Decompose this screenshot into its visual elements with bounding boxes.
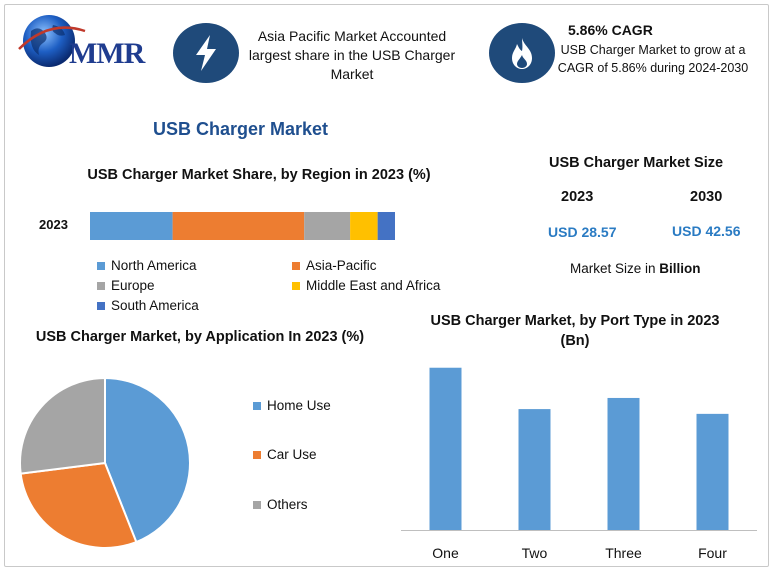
legend-label: North America [111,258,197,273]
legend-swatch [97,301,105,310]
region-legend-item-asia-pacific: Asia-Pacific [292,258,377,273]
region-bar-segment-europe [304,212,351,240]
market-size-note: Market Size in Billion [570,261,701,276]
legend-swatch [292,261,300,270]
info-icon-circle [173,23,239,83]
market-size-title: USB Charger Market Size [549,155,724,171]
region-chart-title: USB Charger Market Share, by Region in 2… [87,167,431,183]
region-legend-item-south-america: South America [97,298,199,313]
market-size-note-unit: Billion [659,261,701,276]
cagr-text: USB Charger Market to grow at a CAGR of … [557,43,749,75]
x-tick-label-four: Four [698,545,727,561]
market-size-value-2030: USD 42.56 [672,223,741,239]
legend-swatch [97,281,105,290]
lightning-bolt-icon [196,35,216,71]
legend-label: South America [111,298,199,313]
legend-swatch [292,281,300,290]
application-legend-item-car-use: Car Use [253,447,317,462]
market-size-value-2023: USD 28.57 [548,224,617,240]
x-tick-label-three: Three [605,545,642,561]
application-pie-chart [19,376,191,549]
port-type-chart-title: USB Charger Market, by Port Type in 2023… [430,313,720,349]
bar-one [429,367,462,530]
legend-label: Europe [111,278,155,293]
cagr-icon-circle [489,23,555,83]
port-type-bar-chart: One Two Three Four [401,367,757,561]
logo-text: MMR [69,37,145,70]
legend-label: Asia-Pacific [306,258,377,273]
region-bar-segment-middle-east-and-africa [350,212,378,240]
page-title: USB Charger Market [153,119,329,139]
bar-two [518,409,551,530]
pie-slice-others [19,376,106,475]
x-tick-label-one: One [432,545,459,561]
info-text-asia-pacific: Asia Pacific Market Accounted largest sh… [248,28,456,82]
market-size-year-2023: 2023 [561,189,594,205]
market-size-year-2030: 2030 [690,189,723,205]
x-tick-label-two: Two [522,545,548,561]
cagr-title: 5.86% CAGR [568,22,653,38]
region-bar-segment-south-america [377,212,395,240]
region-chart-category-label: 2023 [39,217,68,232]
legend-label: Middle East and Africa [306,278,441,293]
application-legend-item-others: Others [253,497,308,512]
market-size-note-prefix: Market Size in [570,261,660,276]
application-legend-item-home-use: Home Use [253,398,331,413]
bar-three [607,397,640,530]
region-legend-item-europe: Europe [97,278,155,293]
application-chart-title: USB Charger Market, by Application In 20… [35,329,365,345]
region-legend-item-middle-east-and-africa: Middle East and Africa [292,278,440,293]
legend-swatch [97,261,105,270]
region-bar-segment-north-america [90,212,173,240]
legend-swatch [253,500,261,509]
infographic-frame: MMR Asia Pacific Market Accounted larges… [4,4,769,567]
legend-label: Car Use [267,447,317,462]
region-legend-item-north-america: North America [97,258,197,273]
pie-slice-home-use [104,376,191,544]
region-bar-segment-asia-pacific [172,212,305,240]
legend-label: Home Use [267,398,331,413]
flame-icon [512,38,532,69]
region-stacked-bar [90,212,395,240]
pie-slice-car-use [19,461,138,549]
legend-swatch [253,401,261,410]
bar-four [696,413,729,530]
legend-swatch [253,450,261,459]
globe-logo-icon [18,15,86,67]
legend-label: Others [267,497,308,512]
